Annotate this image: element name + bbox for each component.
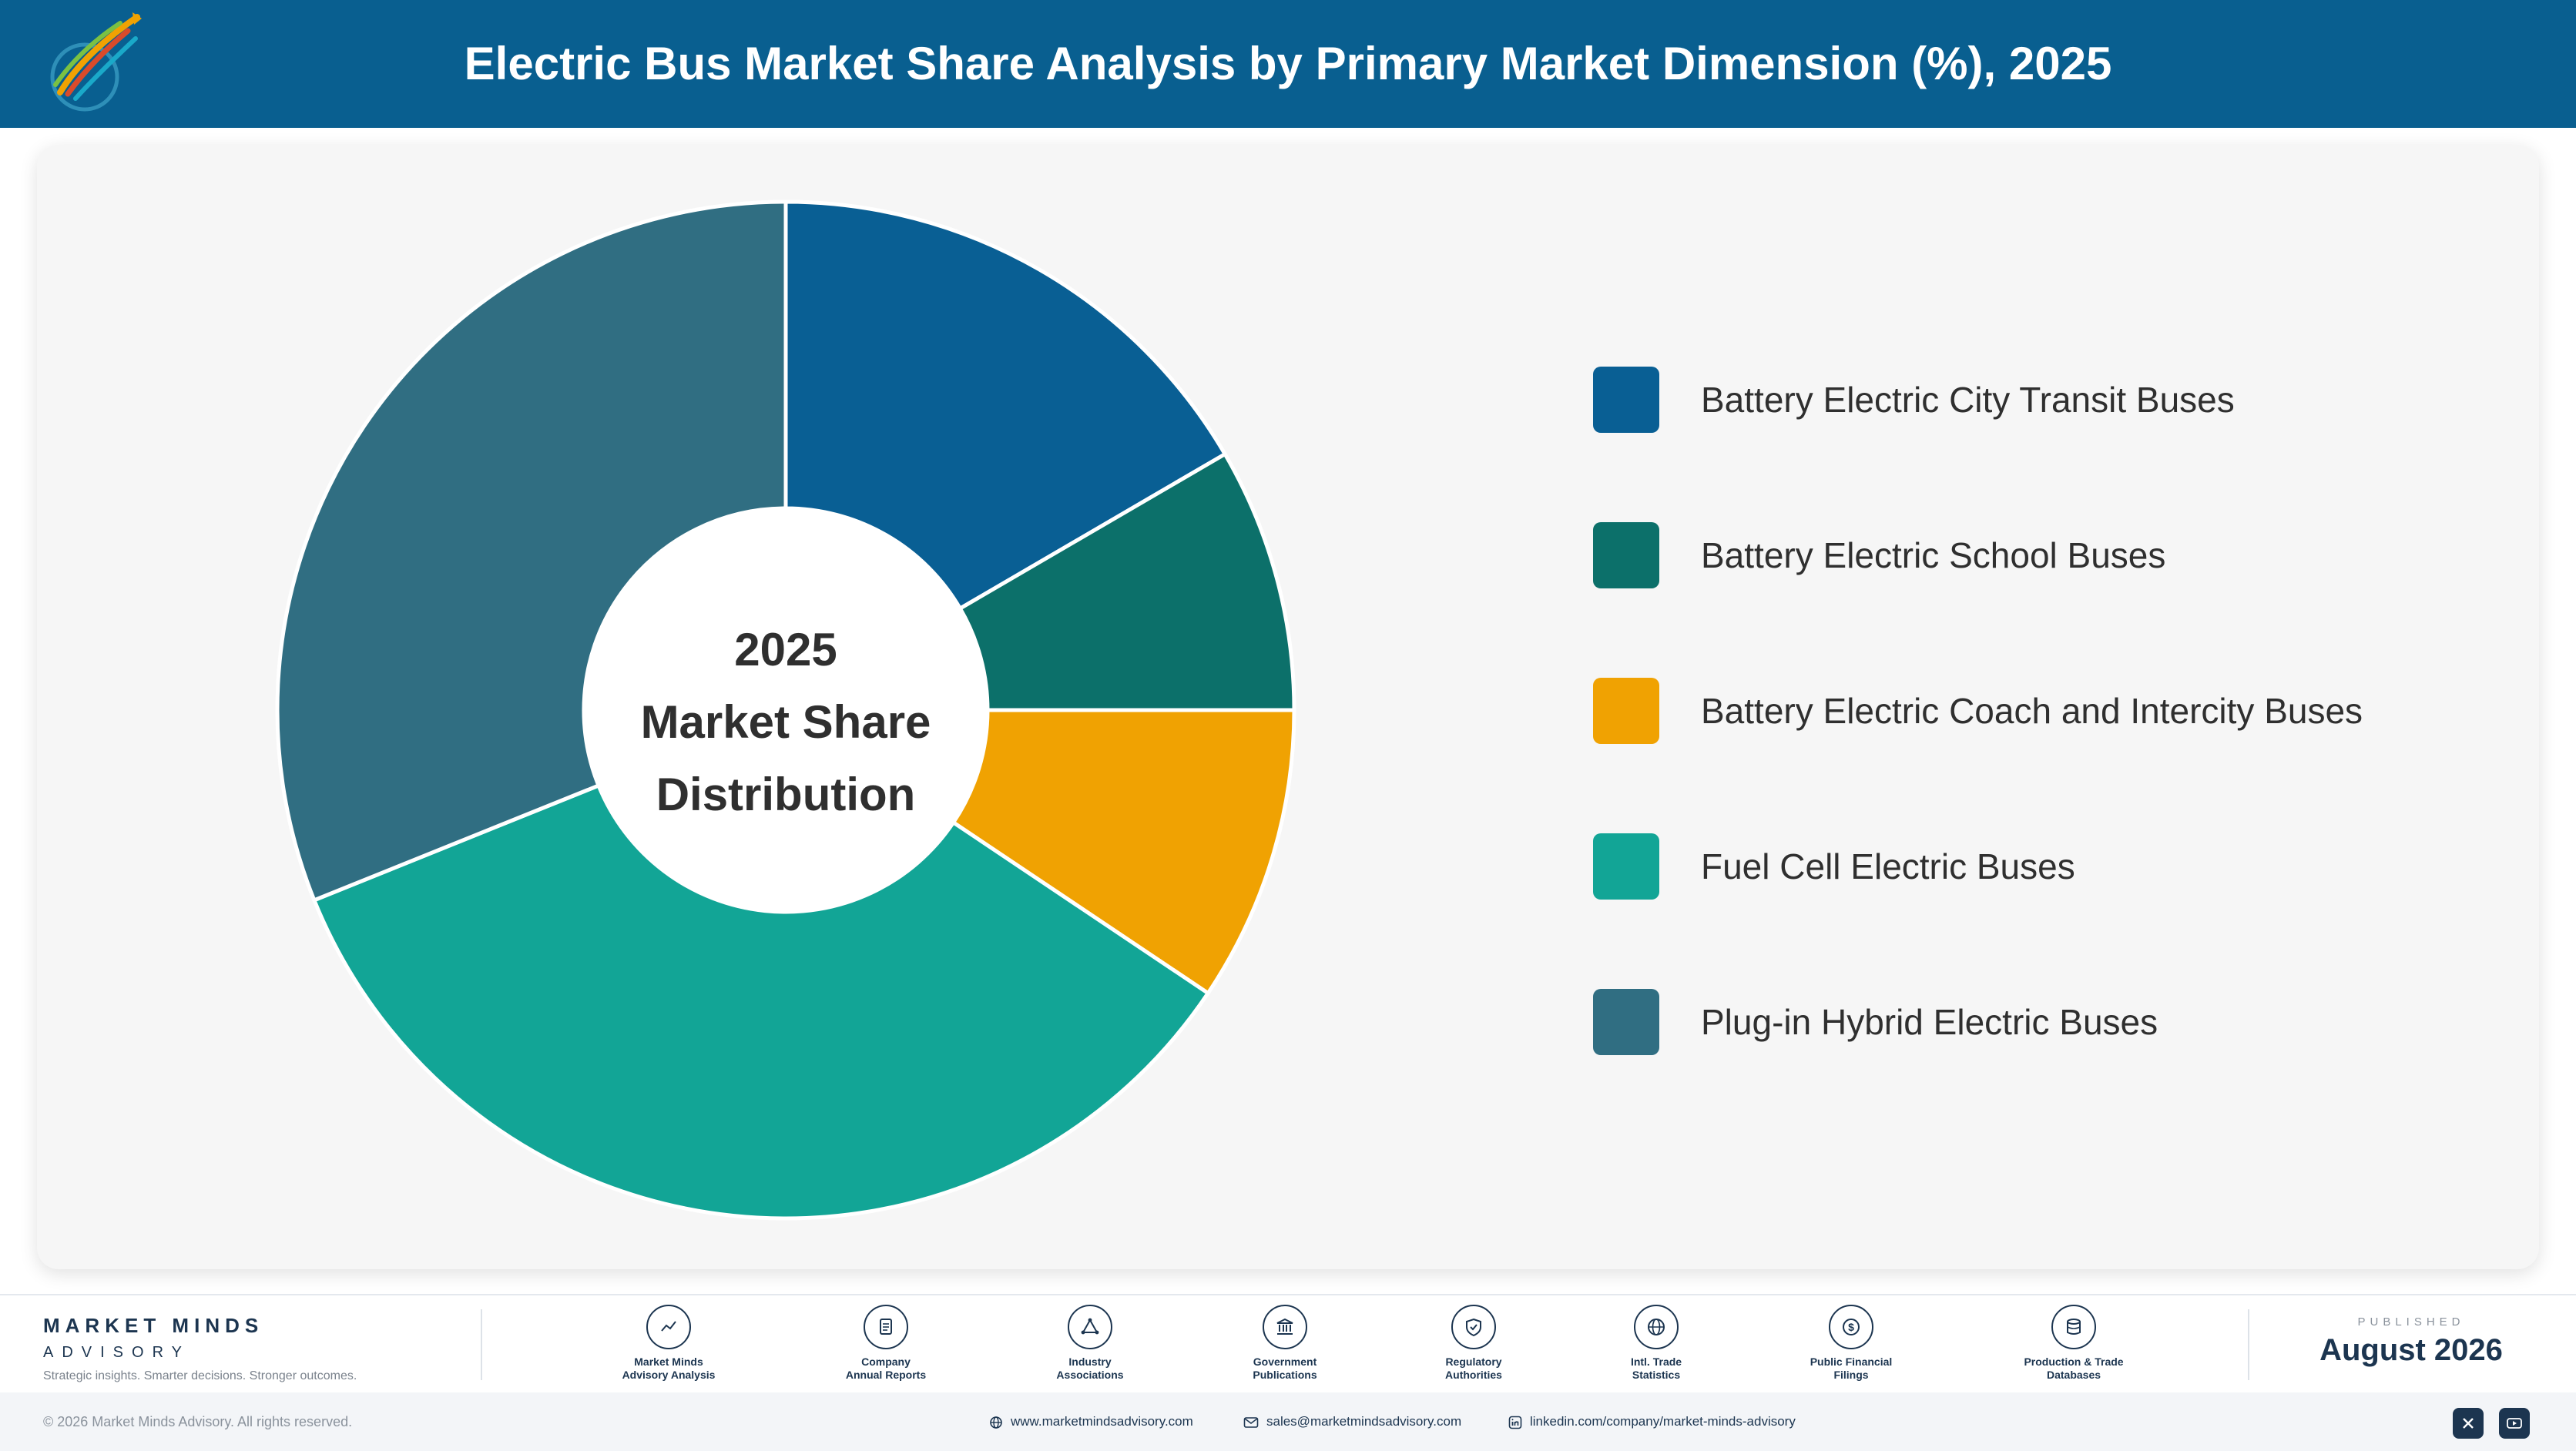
mail-icon — [1243, 1416, 1259, 1428]
dollar-coin-icon: $ — [1829, 1305, 1873, 1349]
source-label: Industry Associations — [1056, 1355, 1124, 1381]
source-label: Company Annual Reports — [845, 1355, 927, 1381]
svg-text:$: $ — [1848, 1321, 1854, 1333]
source-item: Industry Associations — [1013, 1305, 1167, 1382]
legend-label: Fuel Cell Electric Buses — [1701, 846, 2075, 886]
linkedin-text: linkedin.com/company/market-minds-adviso… — [1530, 1414, 1796, 1429]
brand-subtitle: ADVISORY — [43, 1344, 190, 1361]
email-link[interactable]: sales@marketmindsadvisory.com — [1243, 1392, 1461, 1451]
chart-line-icon — [646, 1305, 691, 1349]
email-text: sales@marketmindsadvisory.com — [1266, 1414, 1462, 1429]
legend-swatch — [1593, 678, 1659, 744]
source-label: Regulatory Authorities — [1445, 1355, 1502, 1381]
source-label: Production & Trade Databases — [2024, 1355, 2124, 1381]
legend-label: Battery Electric School Buses — [1701, 535, 2166, 575]
pie-slice — [783, 199, 1228, 612]
source-item: Production & Trade Databases — [1997, 1305, 2151, 1382]
legend-item: Battery Electric Coach and Intercity Bus… — [1593, 678, 2517, 746]
legend-item: Battery Electric School Buses — [1593, 522, 2517, 590]
footer-divider — [481, 1309, 482, 1380]
footer-bottom-bar: © 2026 Market Minds Advisory. All rights… — [0, 1392, 2576, 1451]
donut-chart: 2025 Market Share Distribution — [275, 199, 1296, 1221]
donut-center — [584, 508, 988, 912]
legend-item: Plug-in Hybrid Electric Buses — [1593, 989, 2517, 1057]
center-label: Distribution — [656, 769, 916, 820]
center-label: Market Share — [641, 696, 931, 748]
copyright-text: © 2026 Market Minds Advisory. All rights… — [43, 1414, 353, 1429]
legend-item: Battery Electric City Transit Buses — [1593, 367, 2517, 434]
legend-item: Fuel Cell Electric Buses — [1593, 833, 2517, 901]
globe-icon — [1634, 1305, 1679, 1349]
chart-card: 2025 Market Share Distribution Battery Ele… — [37, 145, 2539, 1269]
source-list: Market Minds Advisory Analysis Company Annu… — [539, 1305, 2142, 1389]
source-item: Regulatory Authorities — [1397, 1305, 1551, 1382]
source-item: Intl. Trade Statistics — [1579, 1305, 1733, 1382]
x-icon — [2463, 1418, 2474, 1429]
source-item: Government Publications — [1208, 1305, 1362, 1382]
legend-swatch — [1593, 989, 1659, 1055]
document-icon — [864, 1305, 908, 1349]
youtube-social-button[interactable] — [2499, 1408, 2530, 1439]
source-label: Government Publications — [1253, 1355, 1317, 1381]
legend-swatch — [1593, 833, 1659, 900]
published-label: PUBLISHED — [2357, 1315, 2465, 1329]
header-bar: Electric Bus Market Share Analysis by Pr… — [0, 0, 2576, 128]
legend-swatch — [1593, 522, 1659, 588]
linkedin-link[interactable]: linkedin.com/company/market-minds-adviso… — [1508, 1392, 1796, 1451]
x-social-button[interactable] — [2453, 1408, 2484, 1439]
footer-brand: MARKET MINDS ADVISORY Strategic insights… — [43, 1314, 357, 1383]
website-link[interactable]: www.marketmindsadvisory.com — [989, 1392, 1193, 1451]
government-building-icon — [1263, 1305, 1307, 1349]
legend-label: Plug-in Hybrid Electric Buses — [1701, 1002, 2158, 1042]
source-item: Company Annual Reports — [809, 1305, 963, 1382]
company-logo — [50, 12, 142, 112]
website-text: www.marketmindsadvisory.com — [1011, 1414, 1193, 1429]
footer-divider — [2248, 1309, 2249, 1380]
footer: MARKET MINDS ADVISORY Strategic insights… — [0, 1294, 2576, 1451]
brand-name: MARKET MINDS — [43, 1314, 264, 1337]
source-item: $ Public Financial Filings — [1774, 1305, 1928, 1382]
brand-tagline: Strategic insights. Smarter decisions. S… — [43, 1369, 357, 1382]
linkedin-icon — [1508, 1416, 1522, 1429]
published-date: August 2026 — [2319, 1333, 2503, 1367]
legend-label: Battery Electric Coach and Intercity Bus… — [1701, 691, 2363, 731]
center-label: 2025 — [734, 624, 837, 675]
source-item: Market Minds Advisory Analysis — [592, 1305, 746, 1382]
globe-icon — [990, 1416, 1002, 1429]
published-block: PUBLISHED August 2026 — [2280, 1315, 2542, 1368]
source-label: Public Financial Filings — [1810, 1355, 1893, 1381]
legend-swatch — [1593, 367, 1659, 433]
shield-check-icon — [1451, 1305, 1496, 1349]
database-icon — [2051, 1305, 2096, 1349]
youtube-icon — [2507, 1418, 2522, 1429]
source-label: Intl. Trade Statistics — [1630, 1355, 1682, 1381]
source-label: Market Minds Advisory Analysis — [622, 1355, 716, 1381]
legend-label: Battery Electric City Transit Buses — [1701, 380, 2235, 420]
page-title: Electric Bus Market Share Analysis by Pr… — [464, 38, 2112, 89]
network-icon — [1068, 1305, 1112, 1349]
